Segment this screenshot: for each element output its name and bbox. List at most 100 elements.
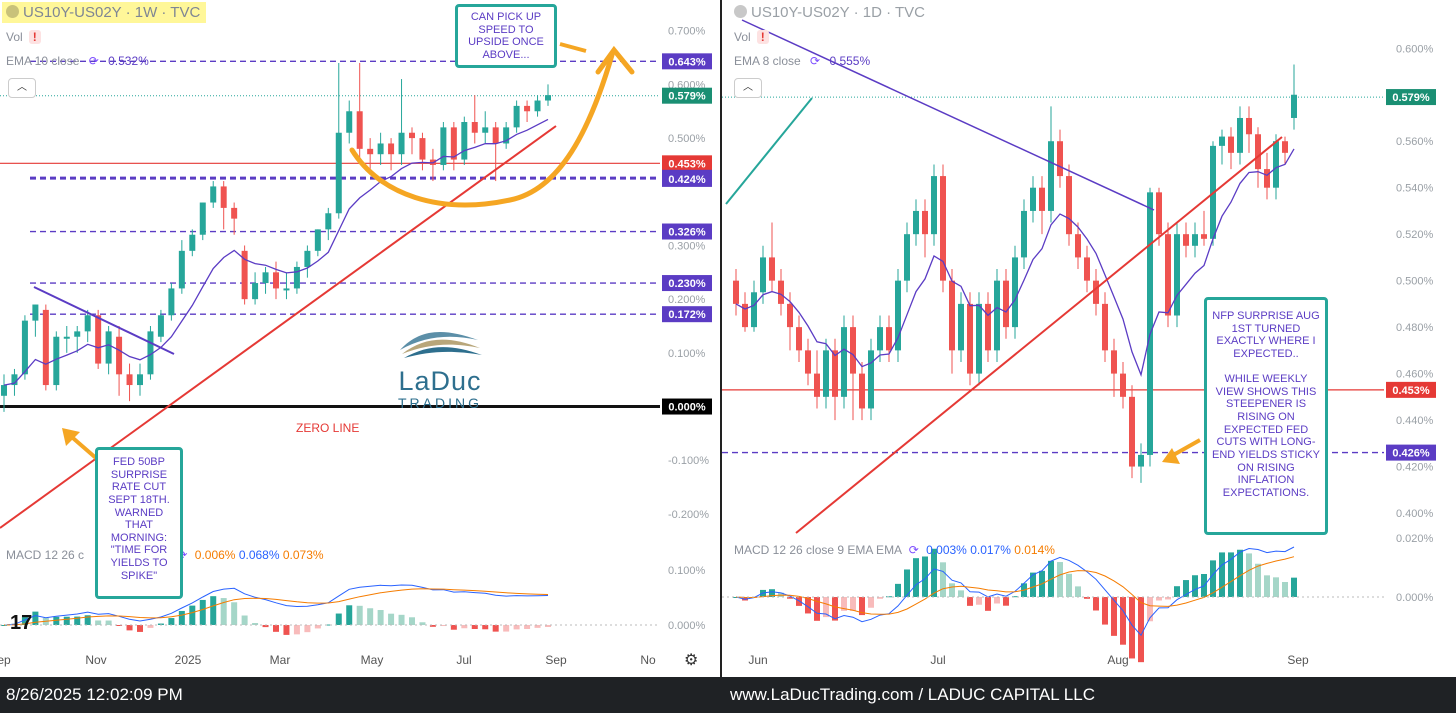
candle-body	[832, 350, 838, 397]
refresh-icon[interactable]: ⟳	[88, 54, 99, 68]
weekly-vol-indicator[interactable]: Vol!	[6, 30, 41, 44]
candle-body	[1039, 187, 1045, 211]
x-tick-label: Jul	[930, 653, 945, 667]
macd-histogram-bar	[231, 602, 238, 625]
price-label-text: 0.424%	[668, 174, 706, 186]
macd-histogram-bar	[850, 597, 856, 611]
collapse-chevron-icon[interactable]: ︿	[8, 78, 36, 98]
note-pick-up-speed: CAN PICK UP SPEED TO UPSIDE ONCE ABOVE..…	[455, 4, 557, 68]
macd-histogram-bar	[314, 625, 321, 629]
macd-histogram-bar	[471, 625, 478, 629]
candle-body	[168, 288, 175, 316]
daily-chart-svg: 0.600%0.580%0.560%0.540%0.520%0.500%0.48…	[722, 19, 1436, 667]
weekly-macd-indicator[interactable]: MACD 12 26 c ⟳ 0.006% 0.068% 0.073%	[6, 548, 324, 562]
candle-body	[823, 350, 829, 397]
arrow-head	[1162, 448, 1180, 464]
macd-histogram-bar	[168, 618, 175, 625]
macd-histogram-bar	[1183, 580, 1189, 597]
daily-vol-indicator[interactable]: Vol!	[734, 30, 769, 44]
macd-histogram-bar	[949, 583, 955, 597]
macd-signal-line	[3, 588, 549, 626]
candle-body	[1120, 373, 1126, 397]
candle-body	[868, 350, 874, 409]
macd-histogram-bar	[1228, 552, 1234, 597]
candle-body	[1192, 234, 1198, 246]
candle-body	[796, 327, 802, 351]
candle-body	[293, 266, 300, 289]
candle-body	[524, 105, 531, 112]
note-fed-rate-cut: FED 50BP SURPRISE RATE CUT SEPT 18TH. WA…	[95, 447, 183, 599]
macd-histogram-bar	[904, 569, 910, 597]
candle-body	[1255, 134, 1261, 170]
candle-body	[1102, 303, 1108, 351]
refresh-icon[interactable]: ⟳	[908, 543, 919, 557]
macd-histogram-bar	[1210, 560, 1216, 597]
candle-body	[116, 336, 123, 375]
macd-histogram-bar	[931, 548, 937, 597]
price-label-box	[662, 155, 712, 172]
macd-histogram-bar	[189, 605, 196, 625]
macd-histogram-bar	[398, 614, 405, 625]
x-tick-label: Jul	[456, 653, 471, 667]
weekly-ema-indicator[interactable]: EMA 10 close ⟳ 0.532%	[6, 54, 149, 68]
candle-body	[84, 315, 91, 332]
settings-gear-icon[interactable]: ⚙	[684, 652, 699, 669]
candle-body	[137, 374, 143, 386]
candle-body	[231, 207, 238, 219]
footer-timestamp: 8/26/2025 12:02:09 PM	[6, 685, 183, 704]
candle-body	[1228, 136, 1234, 153]
macd-histogram-bar	[1219, 552, 1225, 597]
macd-y-tick-label: 0.000%	[1396, 592, 1434, 604]
macd-histogram-bar	[293, 625, 300, 635]
candle-body	[450, 127, 457, 160]
macd-histogram-bar	[377, 610, 384, 625]
candle-body	[1021, 210, 1027, 258]
y-tick-label: 0.500%	[1396, 276, 1434, 288]
weekly-chart-panel[interactable]: 0.700%0.600%0.500%0.300%0.200%0.100%0.00…	[0, 0, 722, 677]
macd-line	[3, 584, 549, 626]
downtrend-line	[741, 19, 1155, 211]
note-nfp-surprise: NFP SURPRISE AUG 1ST TURNED EXACTLY WHER…	[1204, 297, 1328, 535]
macd-histogram-bar	[241, 615, 248, 625]
x-tick-label: Nov	[85, 653, 106, 667]
logo-wave-icon	[400, 331, 482, 358]
macd-histogram-bar	[356, 605, 363, 625]
candle-body	[1084, 257, 1090, 281]
candle-body	[877, 327, 883, 351]
candle-body	[994, 280, 1000, 351]
candle-body	[377, 143, 384, 155]
candle-body	[1273, 141, 1279, 188]
macd-histogram-bar	[796, 597, 802, 606]
weekly-symbol-title: US10Y-US02Y · 1W · TVC	[2, 2, 207, 23]
macd-histogram-bar	[534, 625, 541, 628]
daily-ema-indicator[interactable]: EMA 8 close ⟳ 0.555%	[734, 54, 871, 68]
candle-body	[53, 336, 60, 386]
uptrend-line	[795, 136, 1283, 534]
x-tick-label: ep	[0, 653, 11, 667]
candle-body	[335, 132, 342, 214]
macd-histogram-bar	[985, 597, 991, 611]
daily-macd-indicator[interactable]: MACD 12 26 close 9 EMA EMA ⟳ 0.003% 0.01…	[734, 543, 1055, 557]
candle-body	[482, 127, 489, 133]
candle-body	[805, 350, 811, 374]
candle-body	[913, 210, 919, 235]
macd-histogram-bar	[1192, 575, 1198, 597]
price-label-box	[662, 398, 712, 415]
x-tick-label: No	[640, 653, 656, 667]
macd-histogram-bar	[304, 625, 311, 633]
candle-body	[733, 280, 739, 304]
candle-body	[1237, 117, 1243, 153]
y-tick-label: -0.100%	[668, 455, 709, 467]
price-label-box	[1386, 381, 1436, 398]
macd-histogram-bar	[1120, 597, 1126, 645]
daily-chart-panel[interactable]: 0.600%0.580%0.560%0.540%0.520%0.500%0.48…	[722, 0, 1456, 677]
candle-body	[1048, 141, 1054, 211]
macd-histogram-bar	[492, 625, 499, 632]
macd-histogram-bar	[325, 624, 332, 626]
collapse-chevron-icon[interactable]: ︿	[734, 78, 762, 98]
candle-body	[1066, 176, 1072, 235]
macd-y-tick-label: 0.000%	[668, 620, 706, 632]
arrow-head	[62, 428, 80, 446]
refresh-icon[interactable]: ⟳	[810, 54, 821, 68]
macd-histogram-bar	[1, 625, 7, 626]
